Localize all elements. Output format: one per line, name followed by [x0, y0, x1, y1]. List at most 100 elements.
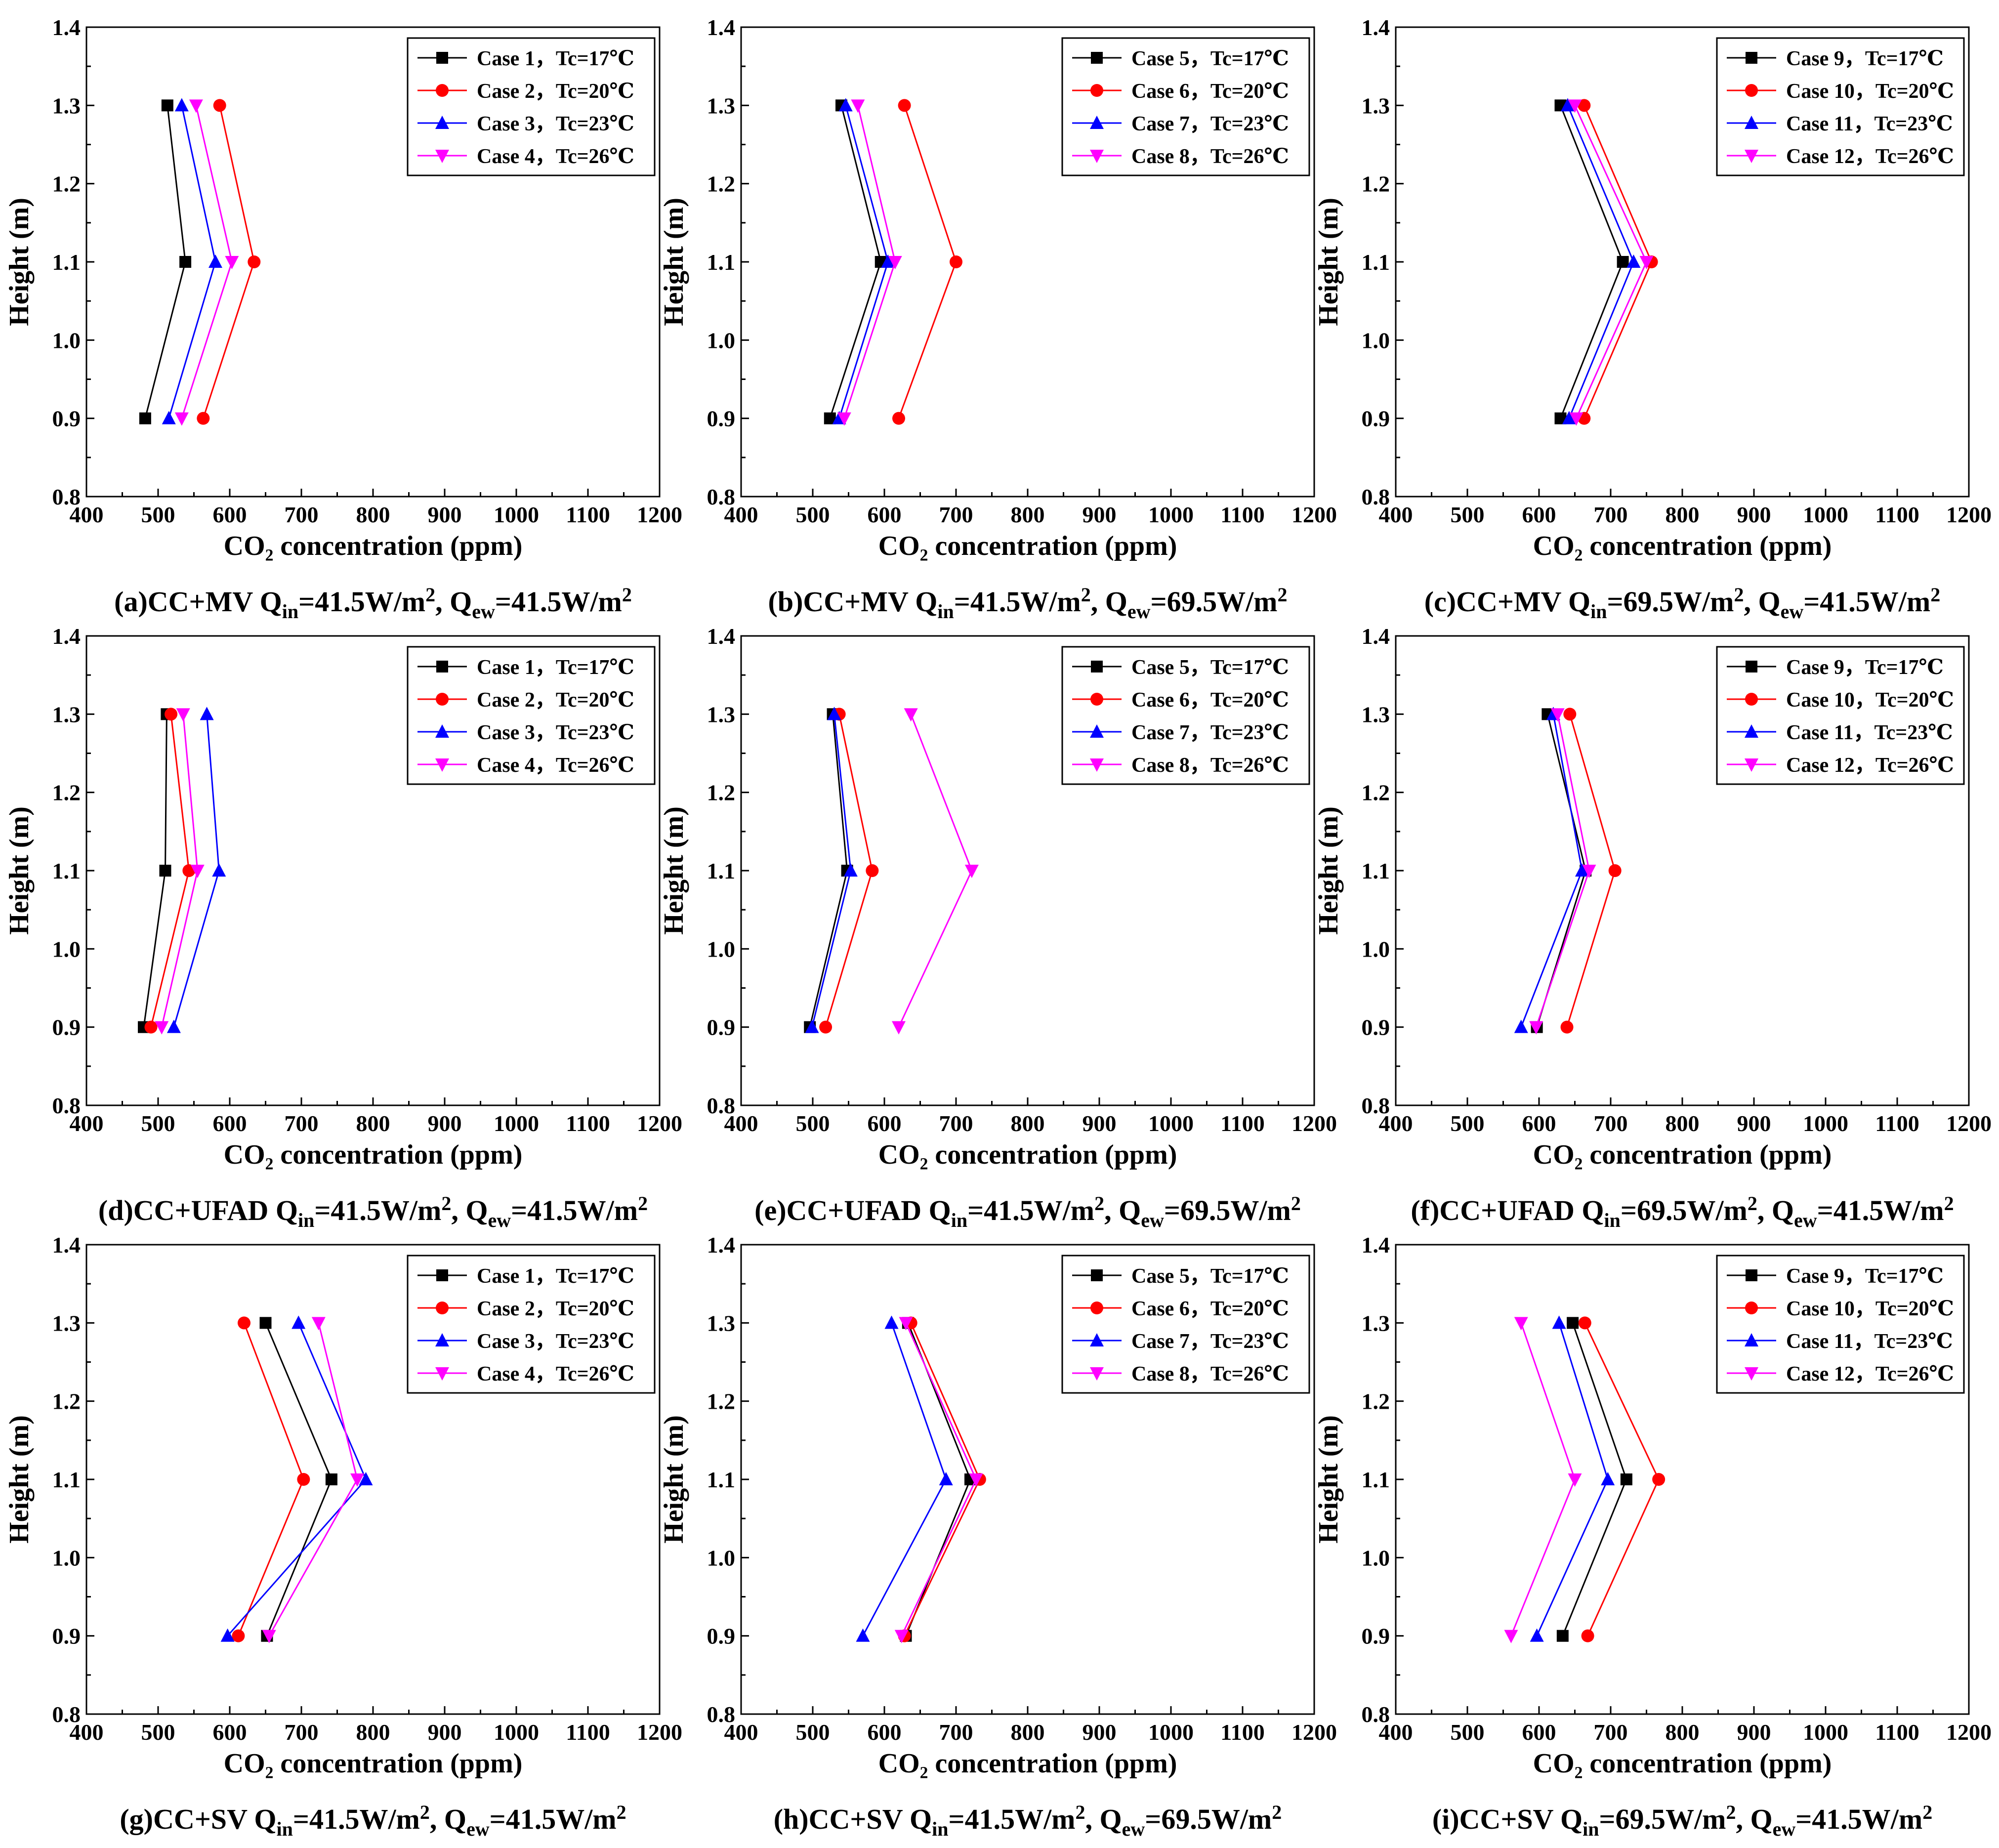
chart-b-legend-label-3: Case 7，Tc=23℃ [1131, 113, 1289, 135]
chart-e-ytick-label-6: 1.4 [707, 624, 736, 649]
chart-i-series-1-point-3 [1567, 1317, 1579, 1329]
chart-e-series-4-line [898, 714, 973, 1028]
chart-f-xtick-label-0: 400 [1379, 1111, 1413, 1136]
chart-f-legend-marker-2 [1745, 693, 1758, 706]
chart-i-ytick-label-6: 1.4 [1362, 1232, 1390, 1258]
chart-e-xtick-label-8: 1200 [1291, 1111, 1337, 1136]
chart-h-ytick-label-5: 1.3 [707, 1310, 736, 1336]
chart-a-xtick-label-2: 600 [213, 502, 247, 527]
chart-g-series-1-point-2 [325, 1473, 337, 1485]
chart-a-series-3-point-2 [208, 254, 222, 268]
chart-a-caption-part-6: =41.5W/m [495, 586, 622, 618]
chart-h-xtick-label-4: 800 [1011, 1720, 1045, 1745]
chart-f-xtick-label-6: 1000 [1803, 1111, 1848, 1136]
chart-b-caption-part-6: =69.5W/m [1151, 586, 1278, 618]
chart-d-xtick-label-6: 1000 [494, 1111, 539, 1136]
chart-g-caption-part-4: , Q [430, 1803, 466, 1835]
chart-d-caption-part-6: =41.5W/m [511, 1194, 638, 1226]
chart-i-caption: (i)CC+SV Qin=69.5W/m2, Qew=41.5W/m2 [1432, 1801, 1932, 1840]
chart-a-caption-part-5: ew [472, 600, 495, 623]
chart-d-series-2-point-1 [144, 1020, 158, 1034]
chart-d-ytick-label-4: 1.2 [52, 780, 81, 805]
chart-a-xtick-label-5: 900 [428, 502, 462, 527]
chart-h-series-4-point-3 [899, 1317, 913, 1331]
chart-i-legend-marker-1 [1746, 1269, 1757, 1281]
chart-b-ytick-label-0: 0.8 [707, 484, 736, 509]
chart-i-xtick-label-5: 900 [1737, 1720, 1771, 1745]
chart-e-caption-part-2: =41.5W/m [967, 1194, 1094, 1226]
chart-b-legend-marker-2 [1090, 84, 1103, 97]
chart-c-series-2-point-3 [1578, 99, 1591, 112]
chart-f-panel: 400 500 600 700 800 900 1000 1100 1200 0.8 0.9 1.0 1… [1313, 624, 1992, 1231]
chart-i-xlabel: CO₂ concentration (ppm) [1533, 1748, 1832, 1779]
chart-g-xtick-label-3: 700 [285, 1720, 319, 1745]
chart-f-ytick-label-1: 0.9 [1362, 1015, 1390, 1040]
chart-g-ytick-label-6: 1.4 [52, 1232, 81, 1258]
chart-h-caption-part-4: , Q [1085, 1803, 1122, 1835]
chart-h-caption-part-5: ew [1122, 1818, 1145, 1840]
chart-h-ytick-label-1: 0.9 [707, 1624, 736, 1649]
chart-b-xtick-label-2: 600 [868, 502, 902, 527]
chart-d-ylabel: Height (m) [4, 806, 35, 935]
chart-c-xtick-label-7: 1100 [1875, 502, 1919, 527]
chart-b-series-4-point-3 [851, 99, 865, 113]
chart-c-xtick-label-0: 400 [1379, 502, 1413, 527]
chart-a-legend-label-3: Case 3，Tc=23℃ [477, 113, 634, 135]
chart-a-legend-marker-4 [435, 150, 449, 163]
chart-i-ytick-label-0: 0.8 [1362, 1702, 1390, 1727]
chart-d-legend-label-4: Case 4，Tc=26℃ [477, 754, 634, 777]
chart-a-xtick-label-7: 1100 [566, 502, 610, 527]
chart-c-caption-part-7: 2 [1930, 584, 1940, 606]
chart-i-xtick-label-1: 500 [1451, 1720, 1485, 1745]
chart-g-legend-label-3: Case 3，Tc=23℃ [477, 1330, 634, 1353]
chart-a-series-1-line [144, 105, 186, 419]
chart-c-legend-box [1716, 37, 1965, 176]
chart-b-legend-label-1: Case 5，Tc=17℃ [1131, 47, 1289, 70]
chart-h-ylabel: Height (m) [659, 1415, 689, 1544]
chart-h-caption-part-2: =41.5W/m [949, 1803, 1076, 1835]
chart-e-series-2-point-2 [866, 864, 879, 877]
chart-f-series-3-point-2 [1575, 863, 1589, 877]
chart-g-xtick-label-2: 600 [213, 1720, 247, 1745]
chart-g-xtick-label-1: 500 [141, 1720, 175, 1745]
chart-i-series-4-line [1510, 1322, 1576, 1637]
chart-c-caption-part-4: , Q [1744, 586, 1780, 618]
chart-h-ytick-label-2: 1.0 [707, 1545, 736, 1570]
chart-b-caption-part-2: =41.5W/m [954, 586, 1081, 618]
chart-h-caption-part-0: (h)CC+SV Q [774, 1803, 932, 1835]
chart-a-xtick-label-8: 1200 [637, 502, 682, 527]
chart-h-legend-label-3: Case 7，Tc=23℃ [1131, 1330, 1289, 1353]
chart-d-caption-part-2: =41.5W/m [314, 1194, 441, 1226]
chart-e-series-2-point-1 [819, 1020, 833, 1034]
chart-g-ytick-label-0: 0.8 [52, 1702, 81, 1727]
chart-h-legend-marker-1 [1091, 1269, 1103, 1281]
chart-g-series-3-point-3 [292, 1315, 306, 1329]
chart-c-caption-part-3: 2 [1734, 584, 1744, 606]
chart-f-legend-marker-1 [1746, 661, 1757, 672]
chart-b-caption-part-0: (b)CC+MV Q [768, 586, 938, 618]
chart-c-caption-part-0: (c)CC+MV Q [1424, 586, 1590, 618]
chart-g-xtick-label-7: 1100 [566, 1720, 610, 1745]
chart-i-ytick-label-4: 1.2 [1362, 1389, 1390, 1414]
chart-f-ytick-label-0: 0.8 [1362, 1093, 1390, 1118]
chart-b-xtick-label-5: 900 [1083, 502, 1117, 527]
chart-e-legend-marker-3 [1090, 724, 1104, 738]
chart-c-series-1-point-2 [1617, 256, 1629, 268]
chart-d-series-2-point-3 [165, 708, 178, 721]
chart-f-legend-label-4: Case 12，Tc=26℃ [1786, 754, 1954, 777]
chart-g-series-3-line [227, 1322, 367, 1637]
chart-c-xtick-label-4: 800 [1666, 502, 1700, 527]
chart-f-xtick-label-7: 1100 [1875, 1111, 1919, 1136]
chart-g-xtick-label-4: 800 [356, 1720, 390, 1745]
chart-f-legend-label-3: Case 11，Tc=23℃ [1786, 721, 1953, 744]
chart-i-xtick-label-3: 700 [1594, 1720, 1628, 1745]
chart-c-ytick-label-1: 0.9 [1362, 406, 1390, 431]
chart-a-series-1-point-3 [161, 99, 173, 112]
chart-d-legend-label-3: Case 3，Tc=23℃ [477, 721, 634, 744]
chart-e-legend-label-2: Case 6，Tc=20℃ [1131, 689, 1289, 712]
chart-i-caption-part-0: (i)CC+SV Q [1432, 1803, 1583, 1835]
chart-d-series-1-point-2 [159, 865, 171, 877]
chart-f-ytick-label-6: 1.4 [1362, 624, 1390, 649]
chart-c-series-4-point-1 [1569, 412, 1583, 426]
chart-h-legend-box [1061, 1255, 1310, 1394]
